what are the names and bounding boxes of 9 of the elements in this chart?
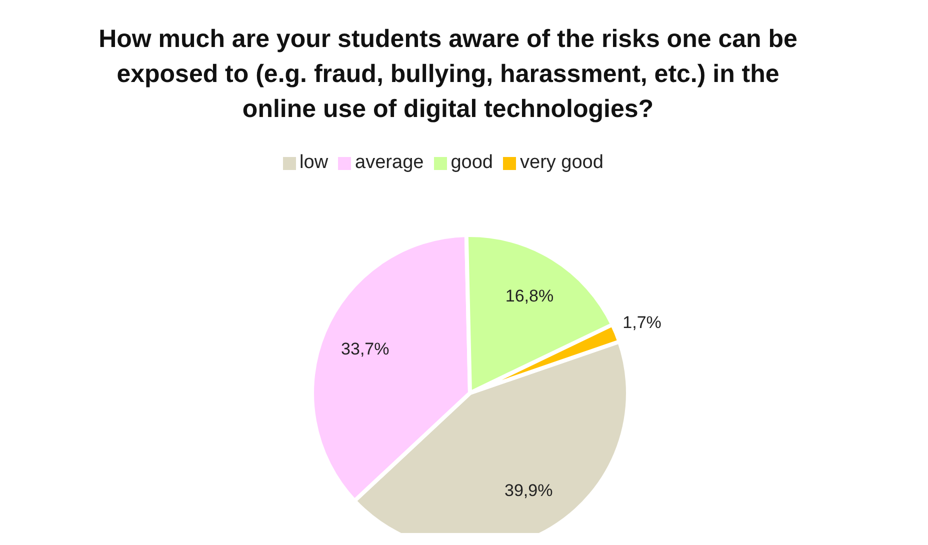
data-label: 1,7%	[622, 312, 662, 332]
legend-label: good	[450, 152, 493, 173]
chart-title: How much are your students aware of the risks one can be exposed to (e.g. fraud, bullying, harassment, etc.) in the online use of digital technologies?	[98, 24, 798, 125]
legend-label: low	[300, 152, 328, 173]
legend-label: very good	[520, 152, 604, 173]
data-label: 39,9%	[504, 480, 553, 500]
legend-label: average	[355, 152, 424, 173]
data-label: 33,7%	[341, 339, 390, 358]
data-label: 16,8%	[505, 286, 554, 306]
